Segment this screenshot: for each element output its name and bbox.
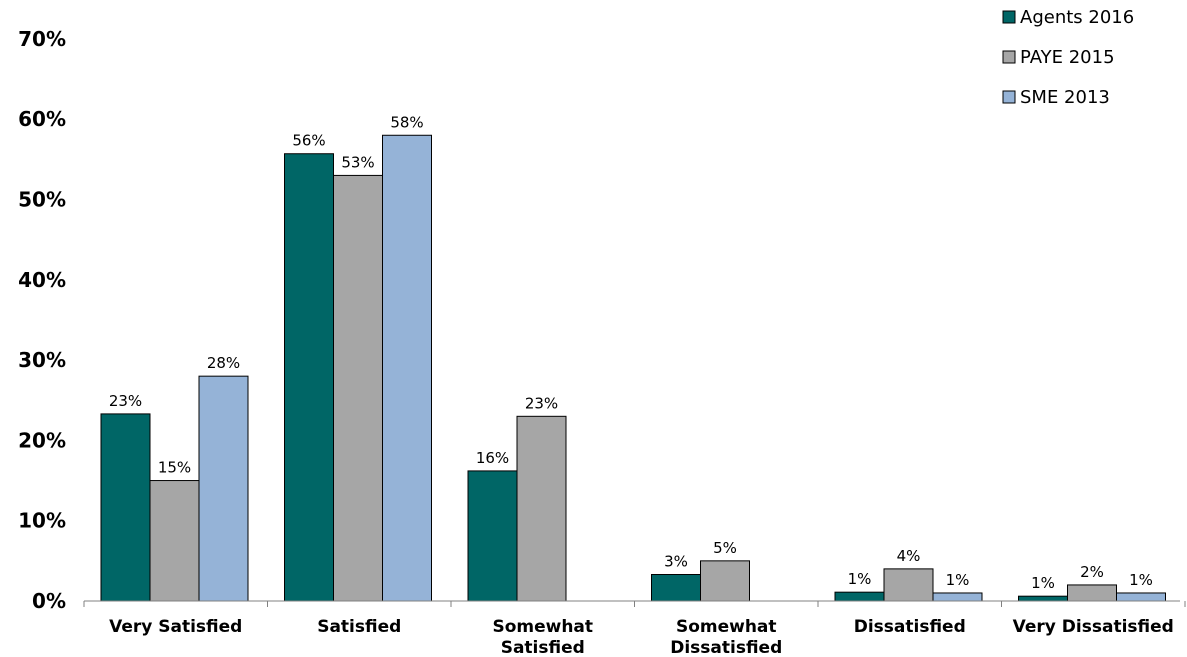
bar-paye-2015 xyxy=(1067,584,1117,602)
y-tick-label: 60% xyxy=(18,107,66,131)
data-label: 1% xyxy=(848,570,872,588)
bar-agents-2016 xyxy=(467,470,518,602)
x-category-label: Satisfied xyxy=(317,617,401,637)
y-tick-label: 40% xyxy=(18,268,66,292)
bar-sme-2013 xyxy=(932,592,983,602)
bars-area xyxy=(100,134,1166,602)
bar-paye-2015 xyxy=(883,568,934,602)
legend-label: Agents 2016 xyxy=(1020,7,1134,28)
x-category-label: Dissatisfied xyxy=(670,638,782,657)
data-label: 56% xyxy=(292,132,325,150)
bar-paye-2015 xyxy=(149,480,200,602)
y-tick-label: 50% xyxy=(18,188,66,212)
bar-agents-2016 xyxy=(1018,595,1068,602)
data-label: 28% xyxy=(207,354,240,372)
x-axis xyxy=(83,600,1186,607)
data-label: 16% xyxy=(476,449,509,467)
legend-label: SME 2013 xyxy=(1020,87,1110,108)
legend-swatch xyxy=(1002,10,1016,24)
bar-paye-2015 xyxy=(333,174,383,602)
y-tick-label: 0% xyxy=(32,589,66,613)
data-label: 2% xyxy=(1080,563,1104,581)
bar-sme-2013 xyxy=(198,375,249,602)
x-category-label: Dissatisfied xyxy=(854,617,966,637)
data-label: 23% xyxy=(109,392,142,410)
bar-paye-2015 xyxy=(516,415,567,602)
y-tick-label: 70% xyxy=(18,27,66,51)
x-category-label: Very Dissatisfied xyxy=(1013,617,1174,637)
y-tick-label: 10% xyxy=(18,509,66,533)
x-category-label: Somewhat xyxy=(492,617,593,637)
bar-agents-2016 xyxy=(284,153,334,602)
bar-sme-2013 xyxy=(1116,592,1166,602)
data-label: 15% xyxy=(158,459,191,477)
y-tick-label: 30% xyxy=(18,348,66,372)
bar-agents-2016 xyxy=(651,574,701,602)
x-category-label: Satisfied xyxy=(501,638,585,657)
y-tick-label: 20% xyxy=(18,428,66,452)
legend-label: PAYE 2015 xyxy=(1020,47,1115,68)
legend: Agents 2016 PAYE 2015 SME 2013 xyxy=(1002,7,1134,108)
x-axis-category-labels: Very Satisfied Satisfied SomewhatSatisfied… xyxy=(109,617,1174,657)
legend-swatch xyxy=(1002,90,1016,104)
data-labels: 23% 56% 16% 3% 1% 1% 15% 53% 23% 5% 4% 2% 28% 58% 1% 1% xyxy=(109,113,1153,592)
data-label: 58% xyxy=(390,113,423,131)
data-label: 1% xyxy=(1031,574,1055,592)
legend-swatch xyxy=(1002,50,1016,64)
data-label: 1% xyxy=(946,571,970,589)
data-label: 3% xyxy=(664,553,688,571)
data-label: 5% xyxy=(713,539,737,557)
bar-sme-2013 xyxy=(382,134,432,602)
x-category-label: Somewhat xyxy=(676,617,777,637)
y-axis-ticks: 0% 10% 20% 30% 40% 50% 60% 70% xyxy=(18,27,66,613)
data-label: 1% xyxy=(1129,571,1153,589)
x-category-label: Very Satisfied xyxy=(109,617,242,637)
data-label: 4% xyxy=(897,547,921,565)
data-label: 23% xyxy=(525,394,558,412)
data-label: 53% xyxy=(341,153,374,171)
bar-agents-2016 xyxy=(834,591,885,602)
bar-agents-2016 xyxy=(100,413,151,602)
bar-paye-2015 xyxy=(700,560,750,602)
